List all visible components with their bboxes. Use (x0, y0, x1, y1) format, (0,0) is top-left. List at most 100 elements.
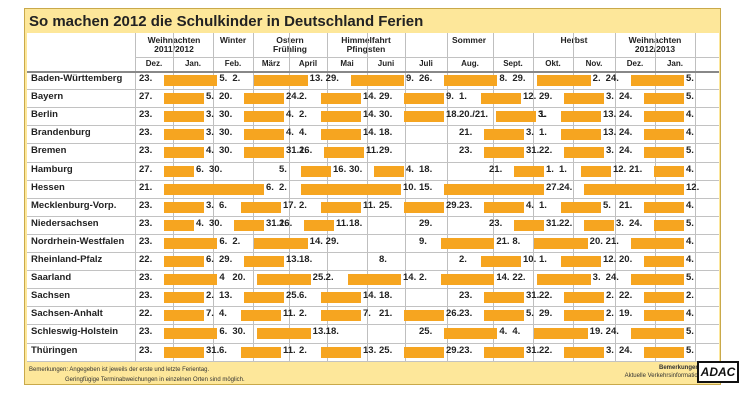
end-date: 4. (286, 109, 294, 121)
end-date: 4. (686, 199, 694, 211)
end-date: 3. (206, 127, 214, 139)
holiday-bar (244, 256, 284, 267)
end-date: 7. (363, 308, 371, 320)
start-date: 26. (419, 73, 433, 84)
start-date: 1. (539, 254, 547, 265)
start-date: 2. (459, 254, 467, 265)
start-date: 21. (139, 181, 153, 193)
end-date: 24. (286, 91, 300, 103)
start-date: 23. (139, 73, 153, 84)
start-date: 29. (379, 145, 393, 157)
start-date: 6. (299, 290, 307, 302)
row-divider (27, 252, 719, 253)
state-name: Bayern (31, 91, 64, 103)
end-date: 11. (336, 217, 349, 229)
end-date: 3. (606, 145, 614, 157)
start-date: 23. (139, 326, 153, 338)
end-date: 26. (446, 308, 460, 320)
holiday-bar (561, 256, 601, 267)
end-date: 6. (219, 235, 228, 247)
column-divider (655, 33, 656, 361)
start-date: 23. (139, 290, 153, 302)
start-date: 2. (299, 308, 307, 320)
holiday-bar (630, 274, 684, 286)
state-name: Baden-Württemberg (31, 73, 123, 84)
start-date: 22. (559, 217, 573, 229)
end-date: 4. (686, 109, 694, 121)
start-date: 23. (459, 290, 473, 302)
state-name: Berlin (31, 109, 58, 121)
traffic-info-title: Bemerkungen: (658, 365, 701, 371)
start-date: 4. (299, 127, 307, 139)
holiday-bar (404, 310, 444, 322)
end-date: 31. (526, 290, 540, 302)
start-date: 18. (299, 254, 313, 265)
end-date: 11. (283, 308, 296, 320)
holiday-bar (324, 147, 364, 159)
end-date: 13. (309, 73, 323, 84)
start-date: 25. (379, 199, 393, 211)
header-divider (135, 57, 719, 58)
month-header: März (261, 59, 281, 68)
end-date: 20. (589, 235, 603, 247)
start-date: 30. (379, 109, 393, 121)
footnote-line-1: Bemerkungen: Angegeben ist jeweils der e… (29, 367, 210, 373)
column-divider (327, 33, 328, 361)
state-name: Hessen (31, 181, 65, 193)
column-divider (405, 33, 406, 361)
end-date: 12. (686, 181, 700, 193)
end-date: 3. (616, 217, 624, 229)
end-date: 5. (686, 91, 694, 103)
start-date: 2. (279, 181, 287, 193)
holiday-table-panel: So machen 2012 die Schulkinder in Deutsc… (24, 8, 739, 385)
start-date: 22. (139, 308, 153, 320)
start-date: 30. (219, 109, 233, 121)
holiday-bar (561, 111, 601, 123)
start-date: 24. (619, 127, 633, 139)
holiday-bar (164, 274, 218, 286)
start-date: 27. (139, 91, 153, 103)
state-name: Sachsen (31, 290, 71, 302)
end-date: 2. (592, 73, 601, 84)
holiday-bar (644, 147, 684, 159)
start-date: 15. (419, 181, 433, 193)
end-date: 5. (686, 272, 694, 284)
state-name: Sachsen-Anhalt (31, 308, 103, 320)
start-date: 1. (559, 163, 567, 175)
start-date: 22. (539, 290, 553, 302)
month-header: Feb. (224, 59, 242, 68)
holiday-bar (484, 129, 524, 141)
holiday-bar (644, 111, 684, 123)
holiday-bar (630, 75, 684, 86)
start-date: 29. (539, 308, 553, 320)
holiday-bar (164, 292, 204, 304)
start-date: 23. (139, 272, 153, 284)
start-date: 22. (539, 145, 553, 157)
holiday-bar (347, 274, 401, 286)
holiday-bar (484, 201, 524, 213)
end-date: 31. (206, 344, 220, 356)
start-date: 24. (605, 73, 619, 84)
end-date: 4. (686, 308, 694, 320)
holiday-bar (244, 93, 284, 105)
holiday-bar (537, 75, 591, 86)
start-date: 22. (139, 254, 153, 265)
end-date: 5. (686, 73, 694, 84)
end-date: 27. (546, 181, 560, 193)
row-divider (27, 197, 719, 199)
start-date: 5. (279, 163, 287, 175)
end-date: 5. (686, 344, 694, 356)
holiday-bar (164, 310, 204, 322)
start-date: 2. (419, 272, 427, 284)
holiday-bar (654, 219, 684, 231)
end-date: 31.1. (266, 217, 288, 229)
start-date: 23. (139, 127, 153, 139)
start-date: 20./21. (459, 109, 489, 121)
holiday-table: Weihnachten 2011/2012 Winter Ostern Frühli… (27, 33, 719, 362)
holiday-bar (581, 165, 611, 177)
end-date: 14. (363, 91, 377, 103)
holiday-bar (564, 292, 604, 304)
end-date: 19. (589, 326, 603, 338)
start-date: 29. (539, 91, 553, 103)
end-date: 6. (206, 254, 214, 265)
